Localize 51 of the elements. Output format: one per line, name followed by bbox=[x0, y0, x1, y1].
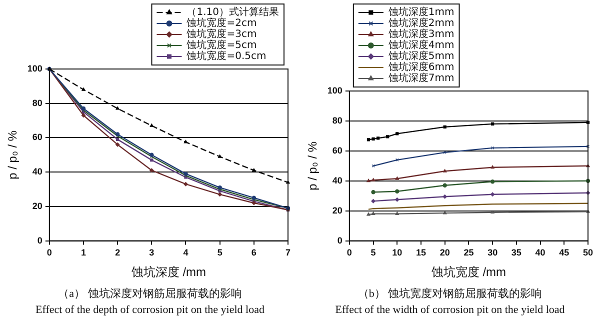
y-tick-label: 80 bbox=[32, 98, 42, 108]
legend-label: 蚀坑宽度=3cm bbox=[186, 28, 257, 40]
y-axis-title: p / p₀ / % bbox=[306, 141, 320, 190]
legend-label: 蚀坑深度1mm bbox=[388, 6, 454, 18]
legend-label: 蚀坑深度4mm bbox=[388, 39, 454, 52]
x-tick-label: 40 bbox=[535, 248, 546, 258]
legend-label: 蚀坑深度3mm bbox=[388, 28, 454, 40]
x-axis-title: 蚀坑宽度 /mm bbox=[431, 265, 506, 280]
legend-label: 蚀坑宽度=0.5cm bbox=[186, 50, 266, 62]
x-tick-label: 50 bbox=[582, 248, 594, 258]
y-tick-label: 0 bbox=[337, 235, 342, 246]
x-tick-label: 35 bbox=[511, 248, 522, 258]
y-axis-title: p / p₀ / % bbox=[6, 130, 20, 180]
legend-label: （1.10）式计算结果 bbox=[186, 6, 279, 18]
text: Effect of the depth of corrosion pit on the yield load bbox=[34, 303, 266, 318]
x-axis-title: 蚀坑深度 /mm bbox=[131, 265, 206, 280]
x-tick-label: 2 bbox=[115, 248, 120, 258]
x-tick-label: 45 bbox=[559, 248, 570, 258]
x-tick-label: 0 bbox=[46, 248, 52, 258]
x-tick-label: 6 bbox=[251, 248, 256, 258]
x-tick-label: 25 bbox=[464, 248, 474, 258]
x-tick-label: 10 bbox=[392, 248, 402, 258]
x-tick-label: 1 bbox=[80, 248, 86, 258]
y-tick-label: 60 bbox=[32, 132, 42, 142]
x-tick-label: 5 bbox=[217, 248, 222, 258]
y-tick-label: 0 bbox=[37, 235, 42, 246]
legend-label: 蚀坑深度6mm bbox=[388, 61, 454, 74]
legend-label: 蚀坑宽度=5cm bbox=[186, 39, 257, 52]
y-tick-label: 40 bbox=[32, 166, 42, 177]
legend-label: 蚀坑宽度=2cm bbox=[186, 17, 257, 30]
y-tick-label: 80 bbox=[332, 115, 342, 126]
x-tick-label: 15 bbox=[416, 248, 426, 258]
x-tick-label: 4 bbox=[183, 248, 188, 258]
x-tick-label: 5 bbox=[370, 248, 376, 258]
y-tick-label: 20 bbox=[32, 200, 42, 211]
x-tick-label: 0 bbox=[346, 248, 352, 258]
x-tick-label: 20 bbox=[440, 248, 450, 258]
legend-label: 蚀坑深度5mm bbox=[388, 50, 454, 62]
x-tick-label: 7 bbox=[285, 248, 291, 258]
text: Effect of the width of corrosion pit on the yield load bbox=[334, 303, 566, 318]
x-tick-label: 3 bbox=[149, 248, 154, 258]
text: （b） 蚀坑宽度对钢筋屈服荷载的影响 bbox=[356, 286, 544, 302]
legend-label: 蚀坑深度7mm bbox=[388, 72, 454, 84]
x-tick-label: 30 bbox=[488, 248, 498, 258]
y-tick-label: 100 bbox=[27, 63, 42, 74]
y-tick-label: 40 bbox=[332, 175, 342, 186]
legend-label: 蚀坑深度2mm bbox=[388, 17, 454, 30]
y-tick-label: 60 bbox=[332, 145, 342, 156]
y-tick-label: 100 bbox=[327, 85, 342, 96]
y-tick-label: 20 bbox=[332, 205, 342, 216]
text: （a） 蚀坑深度对钢筋屈服荷载的影响 bbox=[57, 286, 243, 302]
